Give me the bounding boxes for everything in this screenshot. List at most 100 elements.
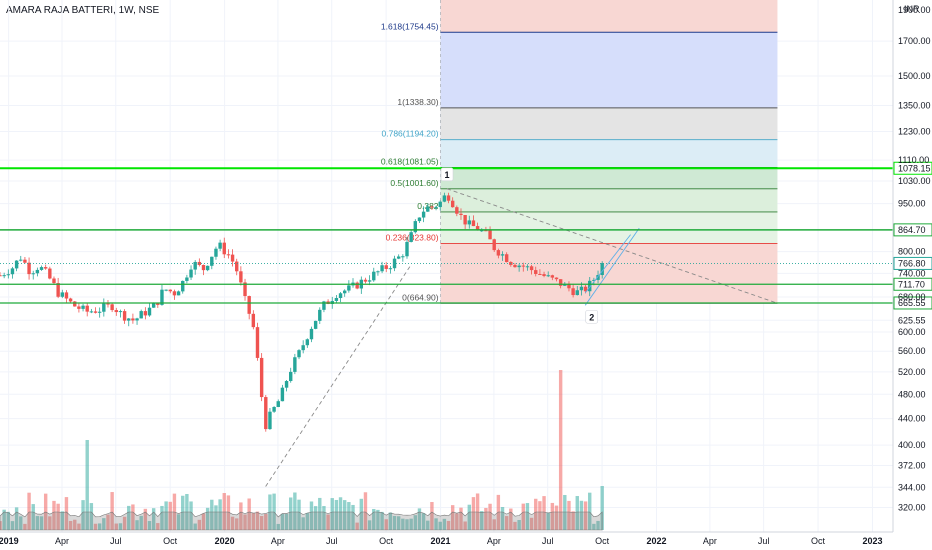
candle-body <box>85 305 89 312</box>
candle-body <box>35 269 40 274</box>
volume-bar <box>214 505 218 530</box>
volume-bar <box>509 508 513 530</box>
candle-body <box>143 311 148 316</box>
volume-bar <box>210 499 214 530</box>
candle-body <box>438 201 442 208</box>
volume-bar <box>143 508 148 530</box>
candle-body <box>56 283 60 297</box>
chart-title: AMARA RAJA BATTERI, 1W, NSE <box>6 5 160 16</box>
x-tick-label: Jul <box>110 536 122 546</box>
volume-bar <box>309 501 314 530</box>
candle-body <box>392 258 397 269</box>
candle-body <box>347 285 351 291</box>
candle-body <box>542 274 546 276</box>
candle-body <box>27 262 31 275</box>
volume-bar <box>396 516 401 530</box>
volume-bar <box>280 513 285 530</box>
y-tick-label: 680.00 <box>898 292 926 302</box>
candle-body <box>571 288 575 296</box>
volume-bar <box>156 523 160 530</box>
candle-body <box>114 310 118 313</box>
candle-body <box>272 407 276 412</box>
marker-box <box>440 167 454 182</box>
candle-body <box>484 230 488 232</box>
volume-bar <box>110 492 114 530</box>
candle-body <box>160 289 164 305</box>
candle-body <box>147 307 152 316</box>
candle-body <box>529 266 534 271</box>
fib-level-label: 0(664.90) <box>402 292 439 302</box>
level-tag <box>893 277 932 291</box>
volume-bar <box>226 495 231 530</box>
volume-bar <box>596 520 600 530</box>
candle-body <box>68 298 73 302</box>
candle-body <box>455 207 459 214</box>
candle-body <box>31 273 35 275</box>
trendline <box>584 227 640 306</box>
volume-bar <box>77 523 81 530</box>
volume-bar <box>417 508 422 530</box>
volume-bar <box>525 503 530 530</box>
volume-bar <box>2 509 6 530</box>
volume-bar <box>39 516 44 530</box>
volume-bar <box>181 495 185 530</box>
fib-level-label: 1.618(1754.45) <box>381 21 439 31</box>
candle-body <box>164 289 168 291</box>
volume-bar <box>513 521 517 530</box>
volume-bar <box>305 512 310 530</box>
candle-body <box>355 282 359 289</box>
volume-bar <box>56 503 60 530</box>
volume-bar <box>571 511 575 530</box>
y-tick-label: 800.00 <box>898 247 926 257</box>
x-tick-label: Oct <box>379 536 394 546</box>
volume-bar <box>102 518 106 530</box>
candle-body <box>222 242 226 255</box>
candle-body <box>102 303 106 312</box>
volume-bar <box>205 507 210 530</box>
candle-body <box>405 241 409 257</box>
candle-body <box>185 277 189 281</box>
x-tick-label: Apr <box>703 536 717 546</box>
candle-body <box>421 211 426 218</box>
fib-zone <box>440 211 778 244</box>
fib-zone <box>440 107 778 140</box>
volume-bar <box>64 497 69 530</box>
volume-bar <box>471 497 476 530</box>
volume-bar <box>147 521 152 530</box>
candle-body <box>301 345 305 351</box>
candle-body <box>388 268 393 270</box>
volume-bar <box>500 507 505 530</box>
volume-bar <box>193 523 197 530</box>
volume-bar <box>23 523 27 530</box>
candles <box>0 192 604 432</box>
fib-zone <box>440 32 778 108</box>
volume-bar <box>347 502 351 530</box>
y-tick-label: 372.00 <box>898 460 926 470</box>
volume-bar <box>380 511 384 530</box>
candle-body <box>52 278 56 284</box>
candle-body <box>264 397 268 430</box>
candle-body <box>396 256 401 259</box>
candle-body <box>492 239 496 251</box>
volume-bar <box>60 511 64 530</box>
volume-bar <box>251 513 256 530</box>
candle-body <box>239 271 243 283</box>
volume-bar <box>85 440 89 530</box>
candle-body <box>459 213 463 216</box>
volume-bar <box>81 500 85 530</box>
level-tag <box>893 296 932 310</box>
volume-bar <box>446 520 451 530</box>
volume-bar <box>367 520 372 530</box>
volume-bar <box>189 501 193 530</box>
candle-body <box>363 279 368 282</box>
volume-bar <box>450 505 455 530</box>
candle-body <box>297 350 301 358</box>
volume-bar <box>48 516 52 530</box>
candle-body <box>430 206 434 208</box>
candle-body <box>2 275 6 277</box>
candle-body <box>384 265 388 269</box>
volume-bar <box>363 492 368 530</box>
y-tick-label: 740.00 <box>898 268 926 278</box>
candle-body <box>442 195 447 202</box>
